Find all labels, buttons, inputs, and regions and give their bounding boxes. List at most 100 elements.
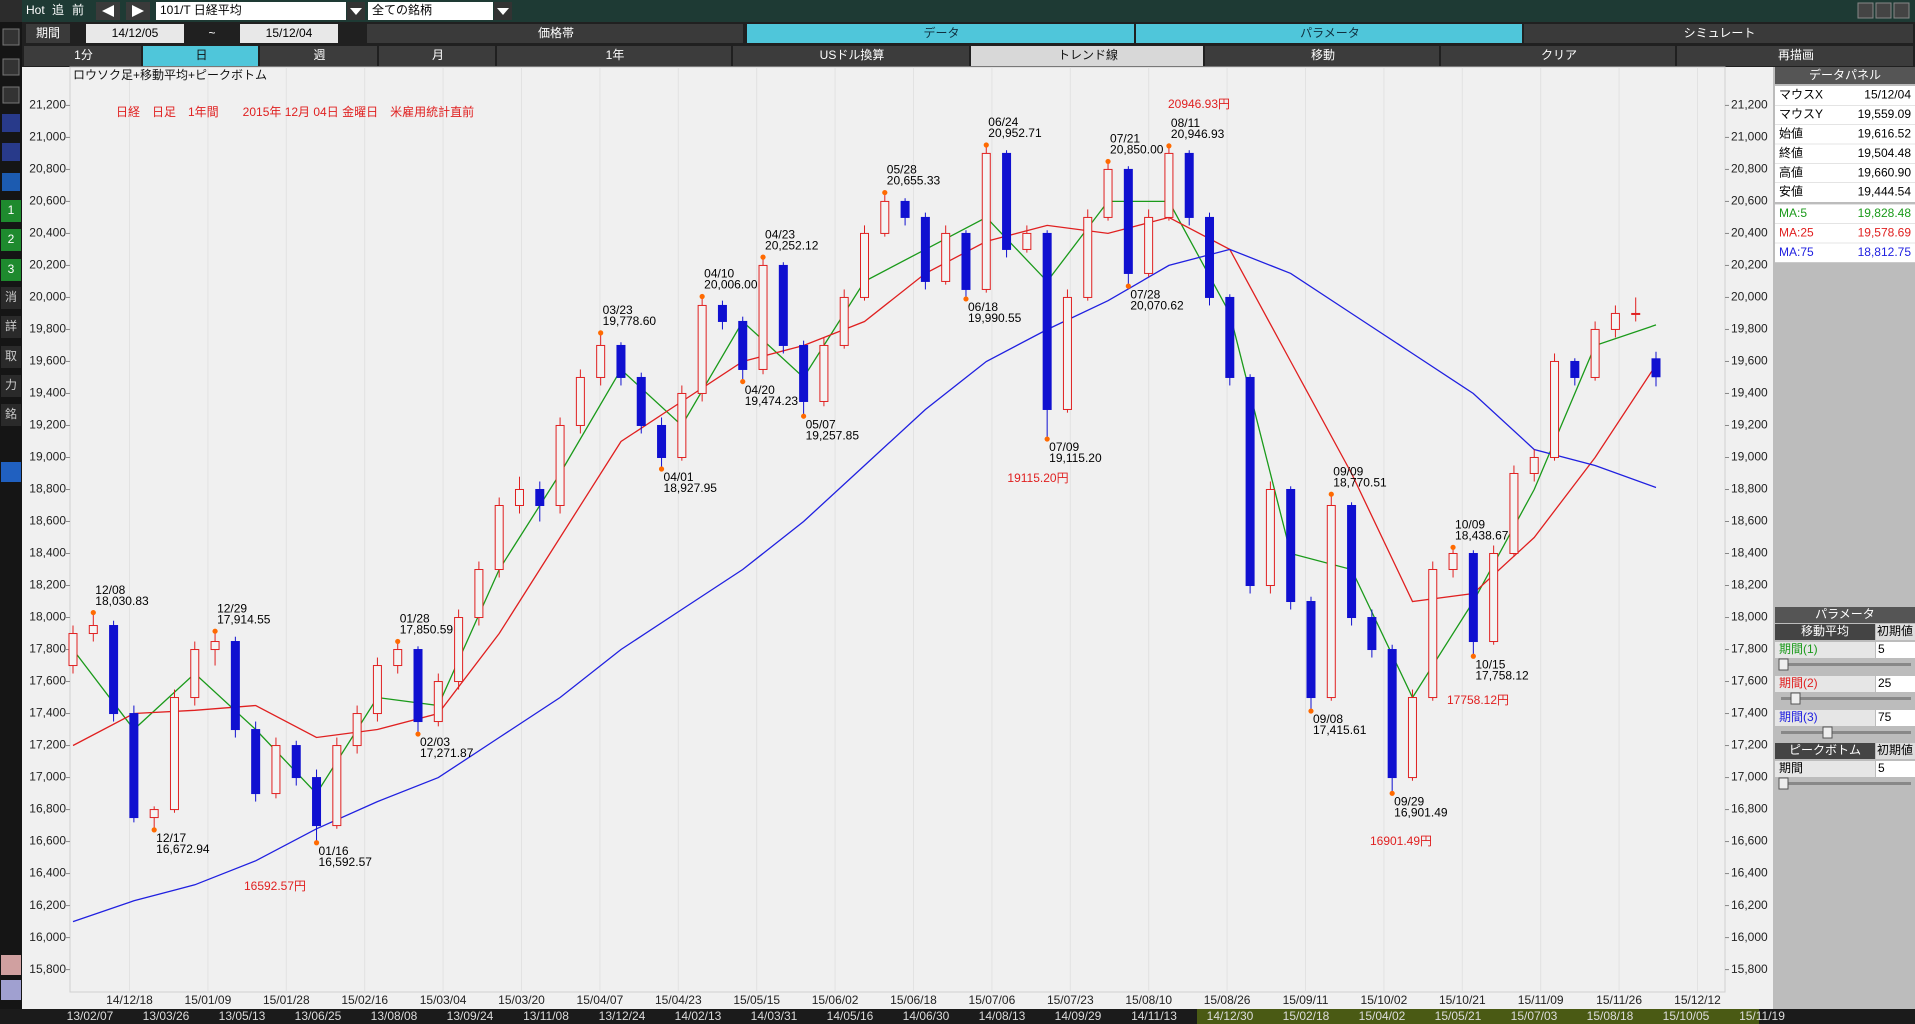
y-tick-label: 19,600 bbox=[1731, 354, 1768, 368]
side-label[interactable]: 取 bbox=[5, 349, 17, 363]
side-button[interactable] bbox=[1, 404, 21, 426]
side-button[interactable] bbox=[1, 316, 21, 338]
button-label[interactable]: クリア bbox=[1541, 48, 1577, 62]
param-input[interactable] bbox=[1876, 642, 1915, 658]
peak-value: 18,030.83 bbox=[95, 594, 149, 608]
prev-label[interactable]: 前 bbox=[72, 2, 84, 17]
param-value[interactable]: 5 bbox=[1878, 761, 1885, 775]
side-button[interactable] bbox=[1, 229, 21, 251]
y-tick-label: 19,400 bbox=[1731, 386, 1768, 400]
default-button[interactable] bbox=[1876, 624, 1915, 640]
universe-box[interactable] bbox=[368, 2, 493, 20]
default-button[interactable] bbox=[1876, 743, 1915, 759]
button-label[interactable]: トレンド線 bbox=[1058, 47, 1118, 62]
param-input[interactable] bbox=[1876, 676, 1915, 692]
universe-text: 全ての銘柄 bbox=[372, 2, 432, 17]
side-label[interactable]: 3 bbox=[8, 262, 15, 276]
tab-label[interactable]: シミュレート bbox=[1684, 26, 1756, 40]
date-from[interactable] bbox=[86, 24, 184, 43]
param-value[interactable]: 25 bbox=[1878, 676, 1892, 690]
tool-icon[interactable] bbox=[2, 28, 20, 46]
button[interactable] bbox=[260, 46, 377, 66]
param-input[interactable] bbox=[1876, 710, 1915, 726]
tool-icon[interactable] bbox=[1, 980, 21, 1000]
window-button[interactable] bbox=[1875, 2, 1892, 19]
button-label[interactable]: 週 bbox=[313, 48, 325, 62]
button[interactable] bbox=[24, 46, 141, 66]
default-label[interactable]: 初期値 bbox=[1877, 623, 1913, 638]
overview-date: 13/03/26 bbox=[143, 1009, 190, 1023]
slider-thumb[interactable] bbox=[1790, 692, 1801, 705]
button[interactable] bbox=[1205, 46, 1439, 66]
default-label[interactable]: 初期値 bbox=[1877, 742, 1913, 757]
settings-icon[interactable] bbox=[1, 462, 21, 482]
side-label[interactable]: 銘 bbox=[5, 406, 17, 421]
tool-icon[interactable] bbox=[2, 86, 20, 104]
slider-thumb[interactable] bbox=[1778, 777, 1789, 790]
button[interactable] bbox=[379, 46, 495, 66]
hot-button[interactable] bbox=[0, 0, 22, 22]
button-label[interactable]: 1年 bbox=[606, 48, 625, 62]
window-button[interactable] bbox=[1857, 2, 1874, 19]
param-value[interactable]: 5 bbox=[1878, 642, 1885, 656]
button[interactable] bbox=[733, 46, 969, 66]
button-label[interactable]: 1分 bbox=[74, 48, 93, 62]
side-label[interactable]: 詳 bbox=[5, 318, 17, 333]
candle-body bbox=[1225, 296, 1235, 378]
candle-body bbox=[941, 232, 951, 282]
symbol-box[interactable] bbox=[156, 2, 346, 20]
tool-icon[interactable] bbox=[1, 955, 21, 975]
tool-icon[interactable] bbox=[2, 173, 20, 191]
data-label: マウスX bbox=[1779, 88, 1823, 102]
peak-marker bbox=[212, 628, 218, 634]
button-label[interactable]: USドル換算 bbox=[820, 47, 885, 62]
param-input[interactable] bbox=[1876, 761, 1915, 777]
param-title: パラメータ bbox=[1815, 607, 1875, 621]
tab[interactable] bbox=[1524, 24, 1913, 43]
side-label[interactable]: 力 bbox=[5, 378, 17, 392]
param-value[interactable]: 75 bbox=[1878, 710, 1892, 724]
button[interactable] bbox=[1441, 46, 1675, 66]
candle-body bbox=[799, 344, 809, 402]
tab-label[interactable]: データ bbox=[923, 25, 959, 40]
tool-icon[interactable] bbox=[2, 58, 20, 76]
x-tick-label: 15/10/21 bbox=[1439, 993, 1486, 1007]
button[interactable] bbox=[497, 46, 731, 66]
side-label[interactable]: 2 bbox=[8, 232, 15, 246]
side-button[interactable] bbox=[1, 287, 21, 309]
tab[interactable] bbox=[747, 24, 1134, 43]
y-tick-label: 21,000 bbox=[29, 130, 66, 144]
button-label[interactable]: 移動 bbox=[1311, 48, 1335, 62]
button-label[interactable]: 再描画 bbox=[1778, 48, 1814, 62]
side-label[interactable]: 1 bbox=[8, 203, 15, 217]
peak-value: 17,271.87 bbox=[420, 746, 474, 760]
tab-label[interactable]: 価格帯 bbox=[538, 25, 574, 40]
candle-body bbox=[860, 232, 869, 298]
tab-label[interactable]: パラメータ bbox=[1300, 26, 1360, 40]
slider-thumb[interactable] bbox=[1778, 658, 1789, 671]
slider-thumb[interactable] bbox=[1822, 726, 1833, 739]
data-label: MA:5 bbox=[1779, 206, 1807, 220]
tab[interactable] bbox=[367, 24, 743, 43]
candle-body bbox=[1489, 553, 1499, 643]
button[interactable] bbox=[1677, 46, 1913, 66]
side-button[interactable] bbox=[1, 200, 21, 222]
side-label[interactable]: 消 bbox=[5, 290, 17, 304]
button[interactable] bbox=[971, 46, 1203, 66]
candle-body bbox=[109, 625, 119, 715]
side-button[interactable] bbox=[1, 346, 21, 368]
date-to[interactable] bbox=[240, 24, 338, 43]
side-button[interactable] bbox=[1, 259, 21, 281]
button[interactable] bbox=[143, 46, 258, 66]
tab[interactable] bbox=[1136, 24, 1522, 43]
tool-icon[interactable] bbox=[2, 143, 20, 161]
button-label[interactable]: 月 bbox=[432, 48, 444, 62]
peak-value: 20,946.93 bbox=[1171, 127, 1225, 141]
button-label[interactable]: 日 bbox=[195, 48, 207, 62]
follow-label[interactable]: 追 bbox=[52, 2, 64, 17]
candle-body bbox=[1286, 488, 1296, 603]
window-button[interactable] bbox=[1893, 2, 1910, 19]
candle-body bbox=[1042, 232, 1052, 410]
side-button[interactable] bbox=[1, 375, 21, 397]
tool-icon[interactable] bbox=[2, 114, 20, 132]
